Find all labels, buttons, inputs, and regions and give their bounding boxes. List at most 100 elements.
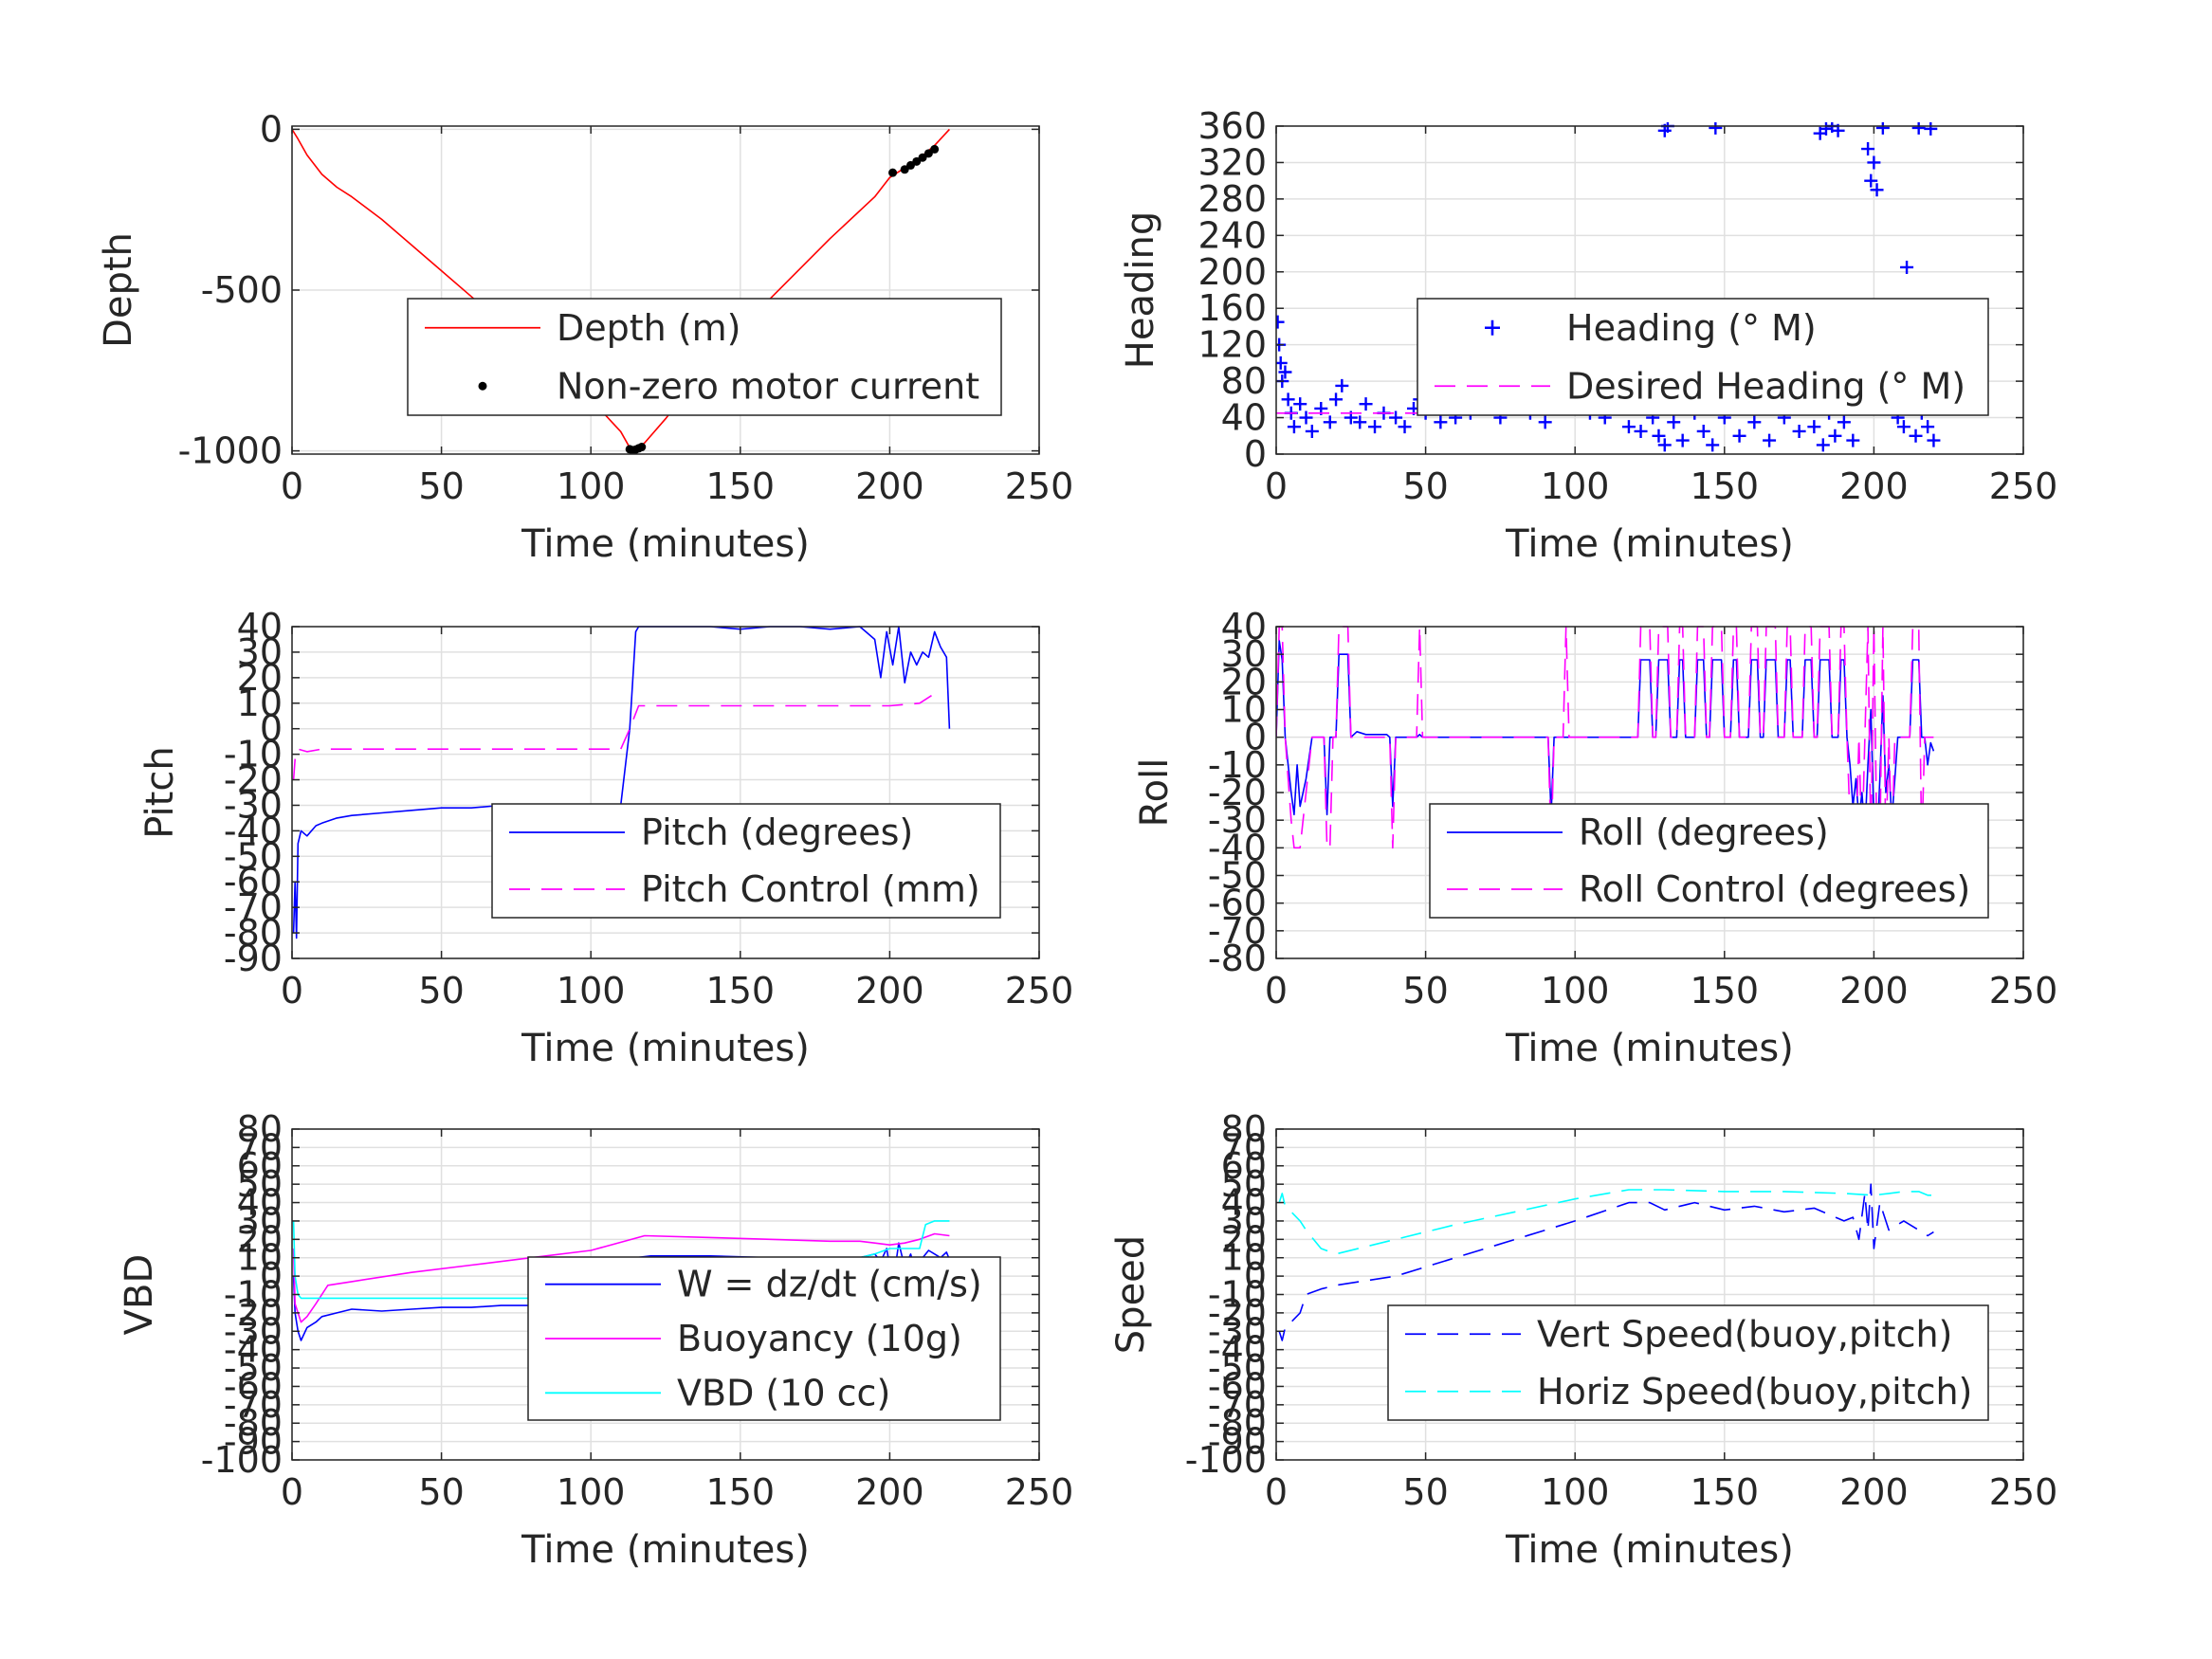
y-tick-label: 10 bbox=[1221, 689, 1267, 731]
y-tick-label: 0 bbox=[1244, 717, 1267, 758]
y-tick-label: 20 bbox=[237, 657, 283, 699]
legend: Pitch (degrees) Pitch Control (mm) bbox=[491, 803, 1001, 919]
y-tick-label: -10 bbox=[1208, 744, 1267, 786]
series-1-point bbox=[1819, 122, 1833, 136]
series-2-point bbox=[923, 149, 933, 158]
y-tick-label: 80 bbox=[1221, 360, 1267, 402]
y-tick-label: 80 bbox=[1221, 1108, 1267, 1150]
series-1-point bbox=[1368, 420, 1382, 434]
legend-label: Roll Control (degrees) bbox=[1579, 868, 1970, 910]
y-tick-label: -1000 bbox=[178, 430, 283, 472]
y-tick-label: -50 bbox=[224, 835, 283, 877]
y-tick-label: -100 bbox=[1185, 1439, 1267, 1481]
series-1-point bbox=[1896, 420, 1910, 434]
x-tick-label: 100 bbox=[557, 1471, 626, 1513]
y-tick-label: 240 bbox=[1197, 214, 1267, 256]
legend: Heading (° M) Desired Heading (° M) bbox=[1417, 298, 1989, 416]
series-1-point bbox=[1329, 392, 1344, 407]
y-tick-label: -60 bbox=[224, 1365, 283, 1407]
x-tick-label: 0 bbox=[281, 970, 303, 1012]
y-tick-label: 20 bbox=[237, 1218, 283, 1260]
y-tick-label: 80 bbox=[237, 1108, 283, 1150]
chart-panel-6: 0 50 100 150 200 25080706050403020100-10-20-3… bbox=[1109, 1108, 2057, 1572]
data-layer bbox=[292, 128, 950, 455]
legend-label: VBD (10 cc) bbox=[677, 1372, 890, 1413]
y-tick-label: -20 bbox=[224, 1292, 283, 1334]
y-tick-label: 40 bbox=[1221, 1182, 1267, 1224]
x-tick-label: 200 bbox=[1839, 1471, 1909, 1513]
legend-box bbox=[1429, 803, 1989, 919]
x-tick-label: 250 bbox=[1989, 970, 2058, 1012]
series-1-point bbox=[1846, 433, 1860, 447]
legend-label: Pitch (degrees) bbox=[641, 811, 913, 853]
x-tick-label: 200 bbox=[855, 1471, 924, 1513]
y-axis-label: VBD bbox=[118, 1254, 161, 1336]
legend-label: Vert Speed(buoy,pitch) bbox=[1537, 1313, 1952, 1355]
legend: Vert Speed(buoy,pitch) Horiz Speed(buoy,p… bbox=[1387, 1304, 1989, 1421]
y-tick-label: 0 bbox=[1244, 433, 1267, 475]
chart-panel-3: 0 50 100 150 200 250403020100-10-20-30-40-50-… bbox=[138, 606, 1073, 1070]
series-1-point bbox=[1861, 142, 1875, 156]
y-tick-label: 30 bbox=[1221, 1200, 1267, 1242]
y-tick-label: 280 bbox=[1197, 178, 1267, 220]
y-tick-label: 30 bbox=[237, 1200, 283, 1242]
series-2-line bbox=[292, 1232, 950, 1323]
y-tick-label: -70 bbox=[224, 886, 283, 928]
series-1-point bbox=[1867, 155, 1881, 170]
y-axis-label: Roll bbox=[1133, 758, 1177, 828]
series-1-point bbox=[1900, 260, 1914, 274]
y-tick-label: 50 bbox=[237, 1163, 283, 1205]
y-axis-label: Speed bbox=[1109, 1235, 1153, 1354]
x-tick-label: 0 bbox=[1265, 465, 1288, 507]
series-2-point bbox=[930, 144, 940, 154]
y-tick-label: -80 bbox=[1208, 1402, 1267, 1444]
y-tick-label: -70 bbox=[1208, 1384, 1267, 1426]
y-tick-label: -80 bbox=[1208, 938, 1267, 979]
x-tick-label: 150 bbox=[1691, 970, 1760, 1012]
axes-box bbox=[1275, 125, 2024, 455]
series-1-point bbox=[1293, 397, 1307, 411]
x-axis-label: Time (minutes) bbox=[1505, 1528, 1794, 1572]
series-1-point bbox=[1747, 415, 1762, 429]
x-tick-label: 250 bbox=[1989, 1471, 2058, 1513]
y-tick-label: -20 bbox=[224, 759, 283, 801]
chart-panel-4: 0 50 100 150 200 250403020100-10-20-30-40-50-… bbox=[1133, 606, 2057, 1070]
y-tick-label: -50 bbox=[1208, 1347, 1267, 1389]
y-tick-label: -90 bbox=[1208, 1421, 1267, 1463]
y-tick-label: 10 bbox=[237, 683, 283, 724]
x-tick-label: 150 bbox=[1691, 465, 1760, 507]
series-1-point bbox=[1305, 424, 1319, 438]
legend-box bbox=[491, 803, 1001, 919]
series-1-point bbox=[1706, 438, 1720, 452]
y-tick-label: -10 bbox=[1208, 1274, 1267, 1316]
x-tick-label: 50 bbox=[1402, 465, 1448, 507]
series-1-point bbox=[1323, 415, 1337, 429]
x-axis-label: Time (minutes) bbox=[521, 1528, 810, 1572]
axes-box bbox=[291, 626, 1040, 959]
series-1-point bbox=[1353, 415, 1367, 429]
y-tick-label: 360 bbox=[1197, 105, 1267, 147]
y-tick-label: -80 bbox=[224, 912, 283, 954]
legend: Depth (m) Non-zero motor current bbox=[407, 298, 1002, 416]
legend-label: Depth (m) bbox=[557, 307, 741, 349]
series-1-point bbox=[1634, 424, 1648, 438]
y-tick-label: -30 bbox=[1208, 799, 1267, 841]
series-1-point bbox=[1709, 122, 1723, 135]
y-tick-label: 70 bbox=[237, 1126, 283, 1168]
x-tick-label: 200 bbox=[855, 970, 924, 1012]
chart-panel-2: 0 50 100 150 200 2500408012016020024028032036… bbox=[1119, 105, 2057, 566]
series-1-point bbox=[1807, 420, 1821, 434]
y-tick-label: 20 bbox=[1221, 1218, 1267, 1260]
x-tick-label: 250 bbox=[1005, 1471, 1074, 1513]
y-tick-label: -60 bbox=[1208, 1365, 1267, 1407]
x-tick-label: 200 bbox=[855, 465, 924, 507]
legend-label: Non-zero motor current bbox=[557, 365, 979, 407]
y-tick-label: 200 bbox=[1197, 251, 1267, 293]
legend: W = dz/dt (cm/s) Buoyancy (10g) VBD (10 cc… bbox=[527, 1256, 1001, 1421]
x-tick-label: 100 bbox=[1541, 1471, 1610, 1513]
x-tick-label: 0 bbox=[281, 465, 303, 507]
series-1-point bbox=[1621, 420, 1636, 434]
series-1-point bbox=[1359, 397, 1373, 411]
x-tick-label: 200 bbox=[1839, 970, 1909, 1012]
